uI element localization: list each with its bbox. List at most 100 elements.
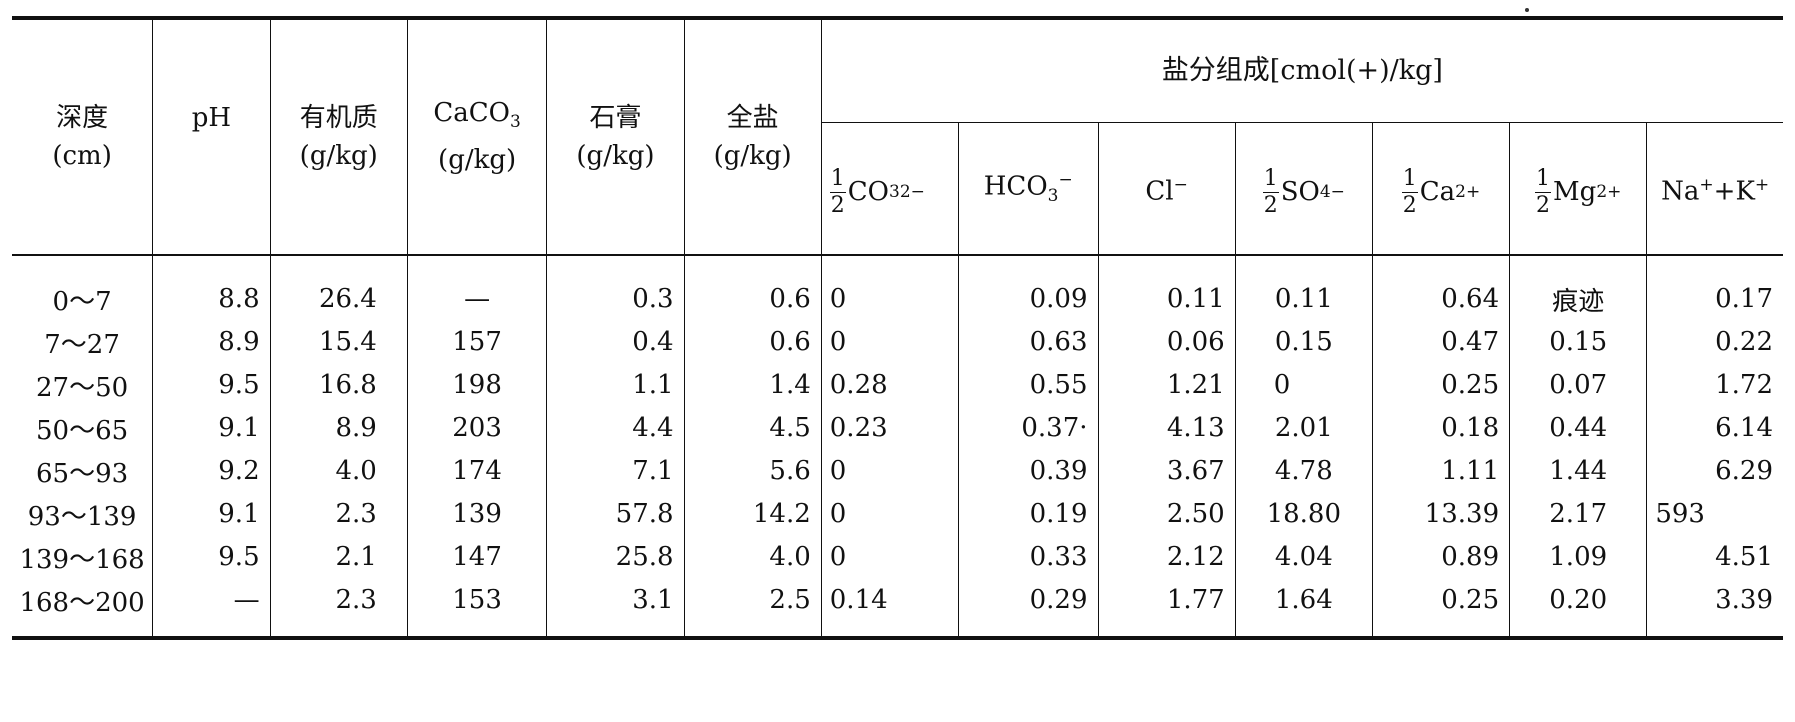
header-ion-na-k: Na++K+ <box>1646 122 1783 256</box>
table-cell: 1.4 <box>684 363 822 407</box>
table-cell: 0.47 <box>1372 320 1511 364</box>
table-cell: 0.4 <box>546 320 685 364</box>
table-cell: 1.09 <box>1509 535 1648 579</box>
soil-table-container: 深度 (cm) pH 有机质 (g/kg) CaCO3 (g/kg) 石膏 (g… <box>12 16 1783 640</box>
stray-dot <box>1525 8 1529 12</box>
table-cell: 痕迹 <box>1509 254 1648 321</box>
header-salt-composition: 盐分组成[cmol(+)/kg] <box>821 18 1783 123</box>
table-row: 168～200—2.3 153 3.1 2.5 0.14 0.29 1.77 1.64 0.25… <box>12 578 1783 636</box>
table-cell: 0.89 <box>1372 535 1511 579</box>
table-cell: 1.1 <box>546 363 685 407</box>
table-cell: 1.11 <box>1372 449 1511 493</box>
table-cell: 174 <box>407 449 548 493</box>
table-cell: 2.17 <box>1509 492 1648 536</box>
table-cell: 16.8 <box>270 363 408 407</box>
table-cell: 7～27 <box>12 320 154 364</box>
table-cell: 1.64 <box>1235 578 1373 636</box>
table-cell: 0.11 <box>1098 254 1236 321</box>
table-cell: 6.29 <box>1715 456 1773 486</box>
table-cell: 8.9 <box>152 320 271 364</box>
table-cell: 4.13 <box>1098 406 1236 450</box>
table-cell: 3.39 <box>1715 585 1773 615</box>
table-cell: 0.55 <box>958 363 1099 407</box>
table-row: 7～27 8.9 15.4 157 0.4 0.6 0 0.63 0.06 0.15 0.47 0.1… <box>12 320 1783 364</box>
table-cell: 4.4 <box>546 406 685 450</box>
bottom-rule <box>12 635 1783 640</box>
table-cell: 5.6 <box>684 449 822 493</box>
table-cell: 0.06 <box>1098 320 1236 364</box>
table-cell: 1.44 <box>1509 449 1648 493</box>
table-cell: 2.01 <box>1235 406 1373 450</box>
table-cell: 0.15 <box>1509 320 1648 364</box>
header-total-salt: 全盐 (g/kg) <box>684 18 822 256</box>
table-cell: 0.44 <box>1509 406 1648 450</box>
table-cell: 0 <box>821 492 959 536</box>
table-cell: 0.15 <box>1235 320 1373 364</box>
table-cell: 13.39 <box>1372 492 1511 536</box>
table-cell: 9.5 <box>152 535 271 579</box>
table-cell: 9.2 <box>152 449 271 493</box>
table-cell: 57.8 <box>546 492 685 536</box>
table-cell: 4.04 <box>1235 535 1373 579</box>
table-cell: 203 <box>407 406 548 450</box>
table-cell: 2.3 <box>270 492 408 536</box>
table-cell: 3.1 <box>546 578 685 636</box>
table-cell: 0.29 <box>958 578 1099 636</box>
table-cell: 0.28 <box>821 363 959 407</box>
table-cell: 27～50 <box>12 363 154 407</box>
header-gypsum: 石膏 (g/kg) <box>546 18 685 256</box>
table-cell: 18.80 <box>1235 492 1373 536</box>
table-cell: 3.67 <box>1098 449 1236 493</box>
table-cell: 2.50 <box>1098 492 1236 536</box>
table-cell: 0 <box>821 254 959 321</box>
table-cell: 0.33 <box>958 535 1099 579</box>
table-cell: 4.78 <box>1235 449 1373 493</box>
table-row: 27～50 9.5 16.8 198 1.1 1.4 0.28 0.55 1.21 0 0.25 0.… <box>12 363 1783 407</box>
table-cell: 0.18 <box>1372 406 1511 450</box>
table-cell: 65～93 <box>12 449 154 493</box>
header-ph: pH <box>152 18 271 256</box>
table-cell: 9.5 <box>152 363 271 407</box>
table-cell: 0 <box>1235 363 1373 407</box>
table-cell: 0 <box>821 449 959 493</box>
table-cell: 1.21 <box>1098 363 1236 407</box>
table-cell: 153 <box>407 578 548 636</box>
table-cell: 1.77 <box>1098 578 1236 636</box>
table-cell: 4.5 <box>684 406 822 450</box>
table-cell: 14.2 <box>684 492 822 536</box>
table-cell: 0.39 <box>958 449 1099 493</box>
table-cell: 168～200 <box>12 578 154 636</box>
table-cell: 139 <box>407 492 548 536</box>
table-cell: 0.09 <box>958 254 1099 321</box>
table-row: 65～93 9.2 4.0 174 7.1 5.6 0 0.39 3.67 4.78 1.11 1.4… <box>12 449 1783 493</box>
header-caco3: CaCO3 (g/kg) <box>407 18 548 256</box>
table-cell: 0.17 <box>1715 284 1773 314</box>
table-cell: 26.4 <box>270 254 408 321</box>
table-cell: 139～168 <box>12 535 154 579</box>
table-cell: 0 <box>821 320 959 364</box>
table-cell: 7.1 <box>546 449 685 493</box>
table-cell: 2.5 <box>684 578 822 636</box>
table-cell: 0.6 <box>684 254 822 321</box>
table-cell: 25.8 <box>546 535 685 579</box>
table-cell: 8.8 <box>152 254 271 321</box>
table-cell: 93～139 <box>12 492 154 536</box>
table-cell: 0.22 <box>1715 327 1773 357</box>
table-cell: 0～7 <box>12 254 154 321</box>
table-cell: 0 <box>821 535 959 579</box>
table-cell: 198 <box>407 363 548 407</box>
table-cell: 593 <box>1655 499 1705 529</box>
table-row: 0～7 8.8 26.4—0.3 0.6 0 0.09 0.11 0.11 0.64 痕迹 0.17 <box>12 254 1783 321</box>
table-cell: 50～65 <box>12 406 154 450</box>
table-row: 93～139 9.1 2.3 139 57.8 14.2 0 0.19 2.50 18.80 13.… <box>12 492 1783 536</box>
table-cell: 2.1 <box>270 535 408 579</box>
table-cell: 9.1 <box>152 406 271 450</box>
table-cell: 157 <box>407 320 548 364</box>
table-cell: 9.1 <box>152 492 271 536</box>
table-cell: — <box>407 254 548 321</box>
header-ion-hco3: HCO3− <box>958 122 1099 256</box>
